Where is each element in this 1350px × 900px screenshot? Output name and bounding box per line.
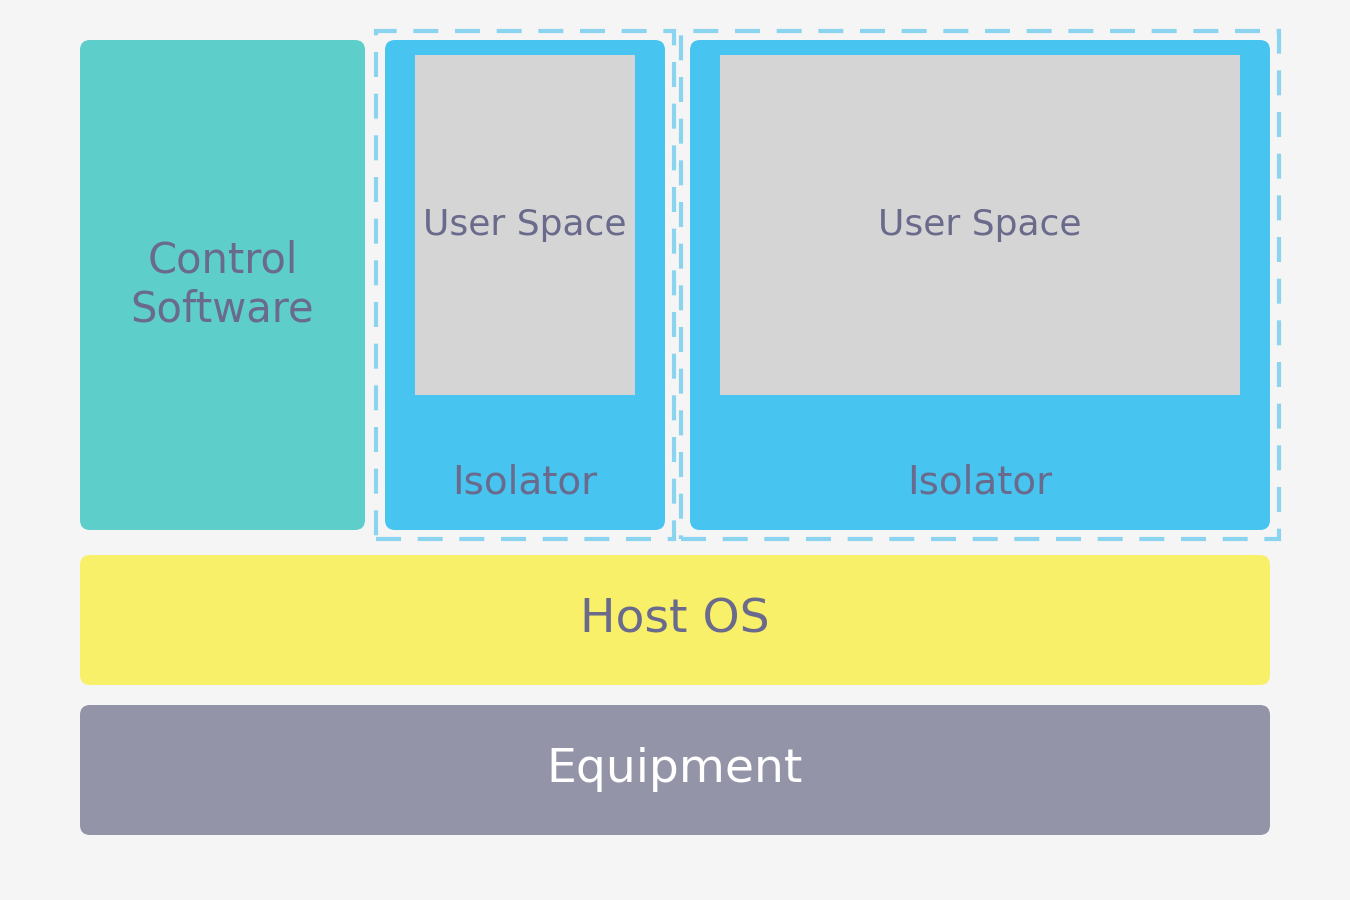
Text: User Space: User Space — [879, 208, 1081, 242]
Bar — [414, 55, 634, 395]
FancyBboxPatch shape — [385, 40, 666, 530]
FancyBboxPatch shape — [80, 555, 1270, 685]
Text: Isolator: Isolator — [452, 464, 598, 501]
Bar — [680, 31, 1278, 539]
Text: Isolator: Isolator — [907, 464, 1053, 501]
Text: Equipment: Equipment — [547, 748, 803, 793]
FancyBboxPatch shape — [80, 40, 364, 530]
FancyBboxPatch shape — [80, 705, 1270, 835]
Text: User Space: User Space — [424, 208, 626, 242]
Text: Control
Software: Control Software — [131, 239, 315, 330]
Bar — [720, 55, 1241, 395]
Bar — [377, 31, 674, 539]
FancyBboxPatch shape — [690, 40, 1270, 530]
Text: Host OS: Host OS — [580, 598, 770, 643]
